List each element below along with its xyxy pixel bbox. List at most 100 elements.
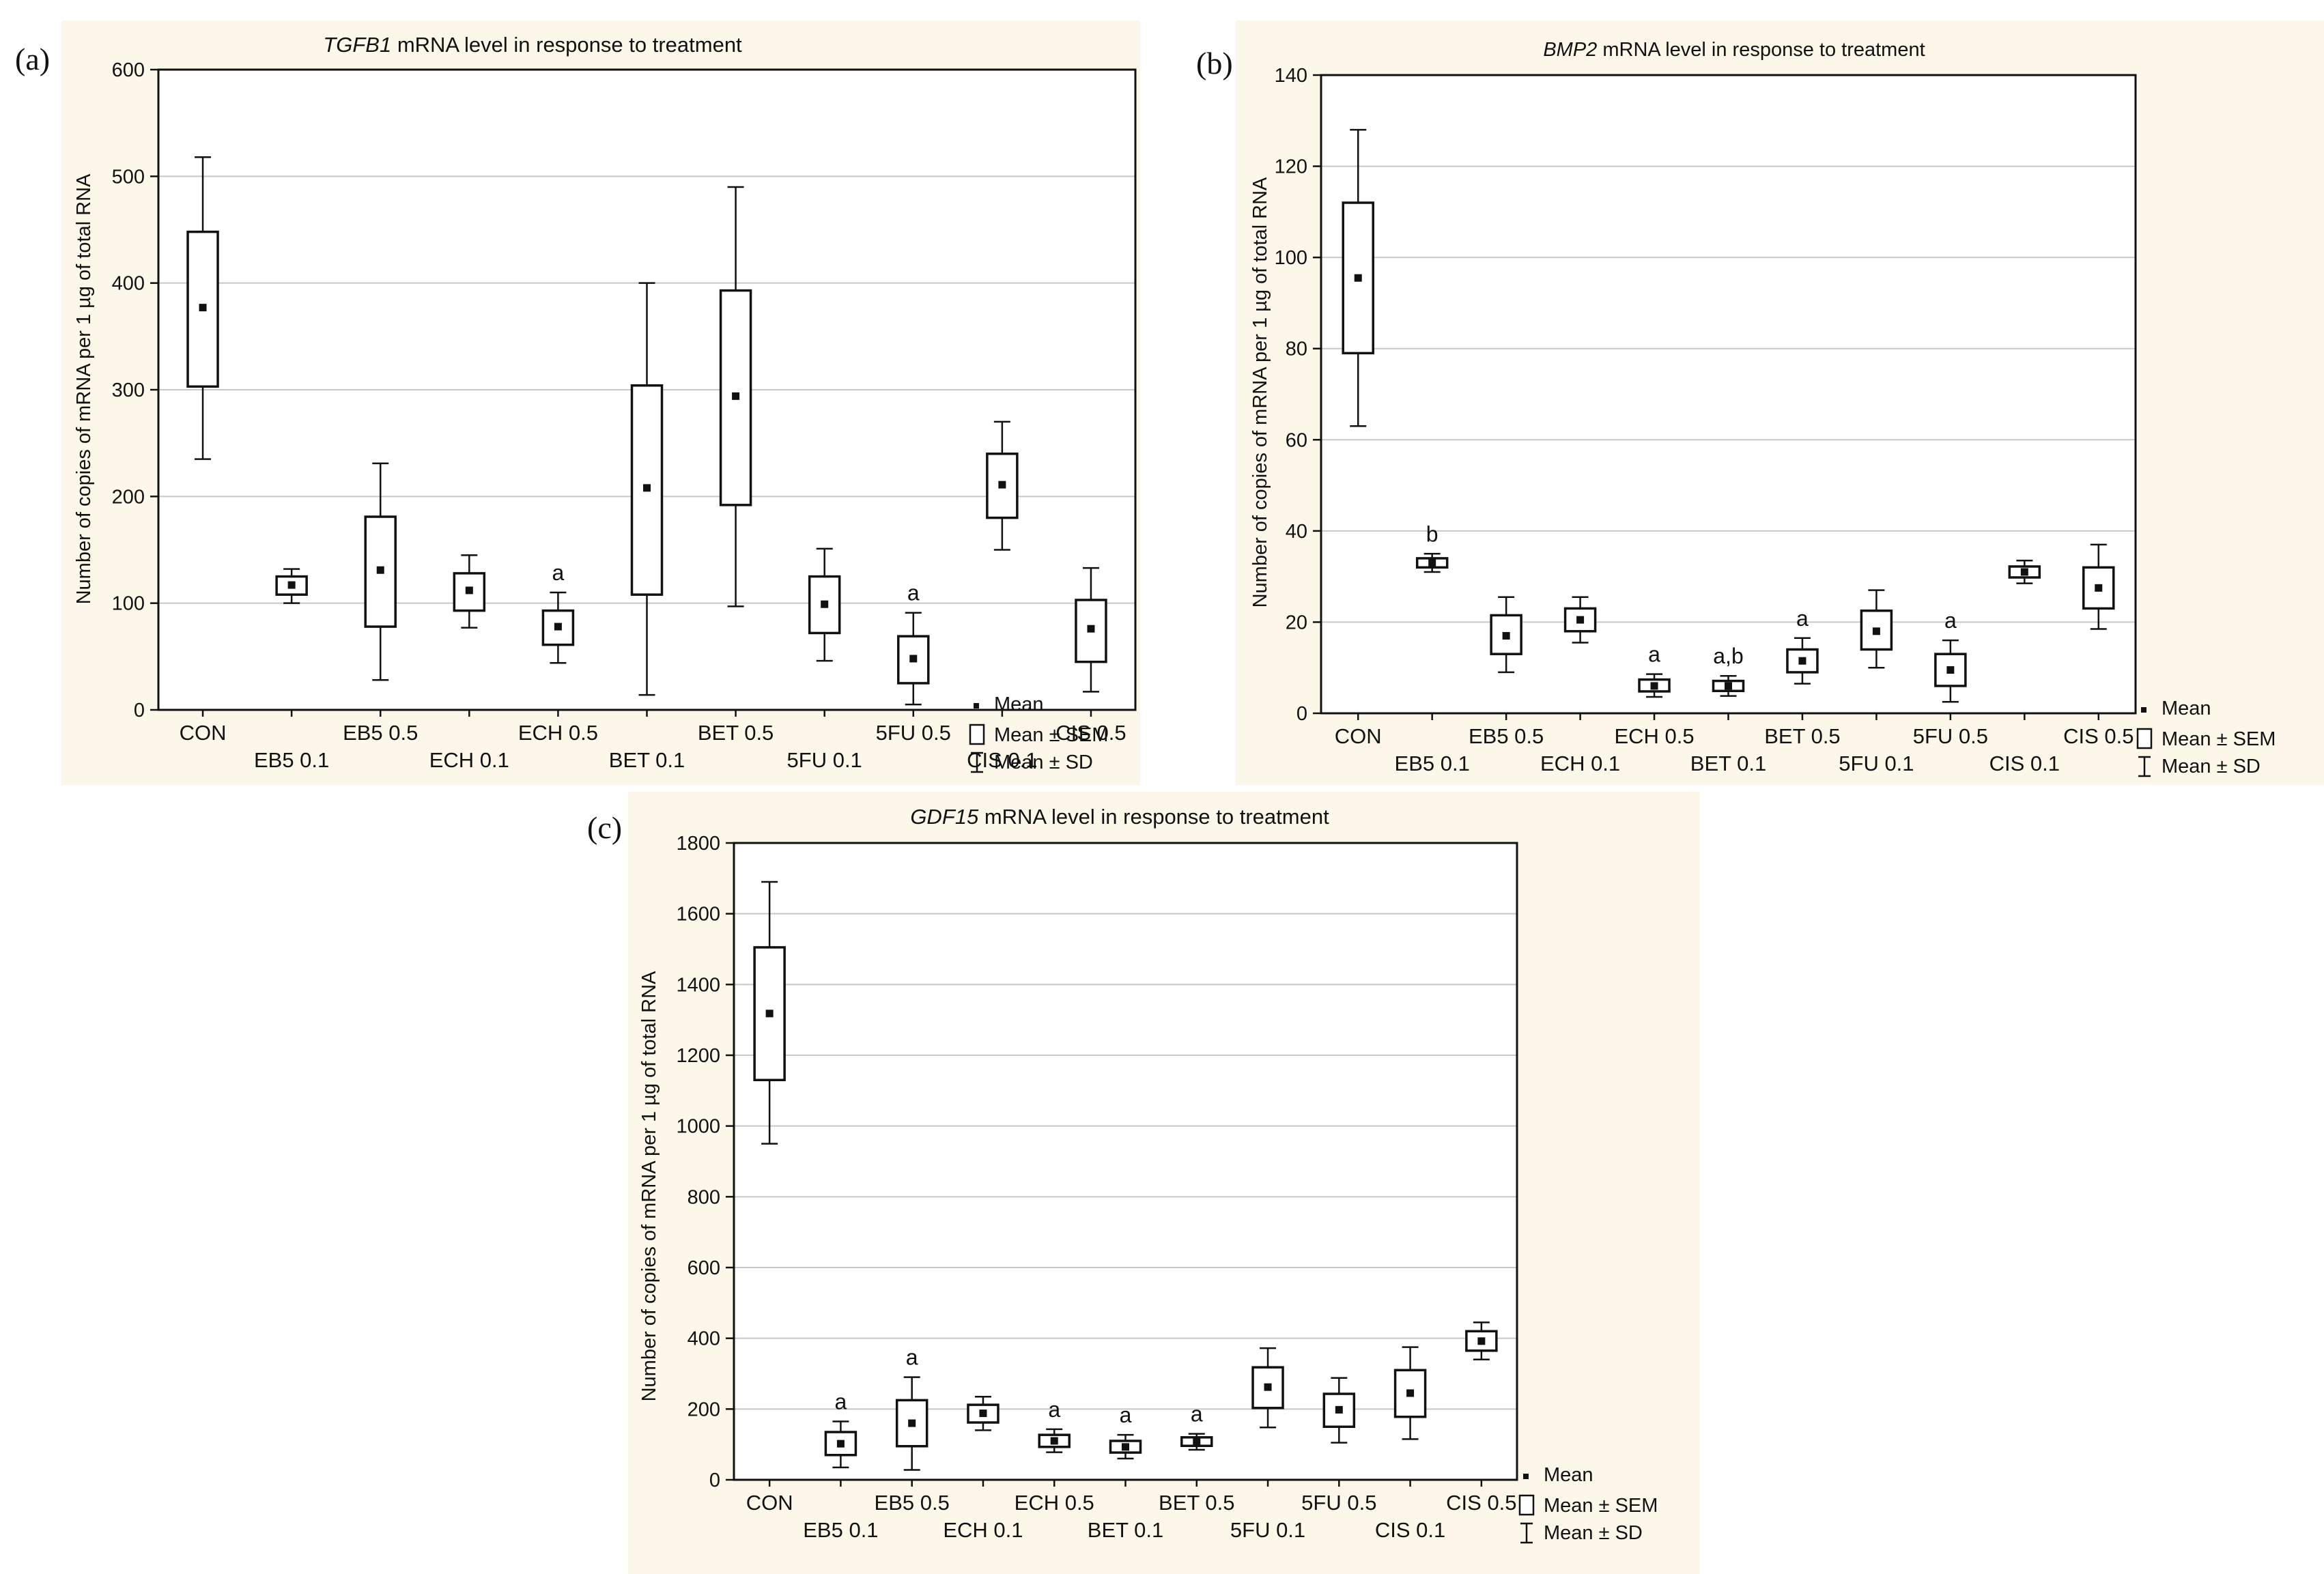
panel-b-y-tick-label: 100 (1275, 247, 1307, 269)
panel-a-mean-marker (554, 623, 562, 631)
panel-c-mean-marker (908, 1420, 916, 1427)
panel-b-significance-label: a (1944, 608, 1957, 633)
panel-a-mean-marker (998, 481, 1006, 489)
panel-c-y-tick-label: 200 (688, 1399, 720, 1420)
panel-a-label: (a) (15, 42, 50, 76)
panel-b-x-tick-label: CIS 0.5 (2063, 724, 2134, 748)
panel-b-x-tick-label: EB5 0.5 (1469, 724, 1544, 748)
panel-c-x-tick-label: 5FU 0.1 (1230, 1518, 1305, 1542)
panel-a-x-tick-label: BET 0.1 (609, 748, 685, 772)
panel-b-legend-mean-swatch (2141, 707, 2146, 713)
panel-b-x-tick-label: CON (1335, 724, 1382, 748)
panel-a-y-axis-label: Number of copies of mRNA per 1 µg of tot… (73, 173, 95, 604)
panel-b-x-tick-label: 5FU 0.5 (1913, 724, 1988, 748)
panel-b-x-tick-label: 5FU 0.1 (1839, 752, 1914, 775)
panel-a-x-tick-label: BET 0.5 (698, 721, 774, 745)
panel-b-y-tick-label: 80 (1286, 339, 1307, 360)
panel-c-label: (c) (587, 810, 622, 845)
panel-c-mean-marker (1406, 1390, 1414, 1397)
panel-c-x-tick-label: 5FU 0.5 (1301, 1491, 1376, 1515)
panel-b-x-tick-label: EB5 0.1 (1395, 752, 1470, 775)
panel-c-title-gene: GDF15 (910, 805, 979, 829)
panel-b-mean-marker (1946, 666, 1954, 674)
panel-a-mean-marker (732, 392, 739, 400)
panel-c-legend-mean-swatch (1523, 1474, 1529, 1479)
panel-c-x-tick-label: ECH 0.5 (1015, 1491, 1094, 1515)
panel-c-y-tick-label: 400 (688, 1328, 720, 1350)
panel-b-y-tick-label: 60 (1286, 429, 1307, 451)
panel-c-significance-label: a (1191, 1402, 1203, 1427)
panel-b-legend-sem-swatch (2138, 729, 2151, 748)
panel-b-y-tick-label: 20 (1286, 612, 1307, 633)
panel-b-significance-label: b (1426, 521, 1439, 546)
panel-c-mean-marker (1264, 1384, 1272, 1391)
panel-b-y-tick-label: 0 (1296, 703, 1307, 725)
panel-a-significance-label: a (552, 560, 565, 585)
panel-a-x-tick-label: EB5 0.1 (254, 748, 329, 772)
panel-b-mean-marker (1576, 616, 1584, 624)
panel-c: (c) GDF15 mRNA level in response to trea… (587, 792, 1700, 1574)
panel-a: (a) TGFB1 mRNA level in response to trea… (15, 20, 1140, 785)
panel-a-mean-marker (377, 567, 384, 574)
panel-b-plot-area (1321, 75, 2136, 713)
panel-b-mean-marker (1798, 657, 1806, 665)
panel-b-x-tick-label: BET 0.1 (1690, 752, 1766, 775)
panel-c-x-tick-label: EB5 0.1 (803, 1518, 878, 1542)
panel-a-x-tick-label: CON (180, 721, 227, 745)
panel-b-x-tick-label: ECH 0.1 (1540, 752, 1620, 775)
panel-c-mean-marker (1335, 1406, 1343, 1414)
panel-a-x-tick-label: EB5 0.5 (343, 721, 418, 745)
panel-c-mean-marker (837, 1440, 845, 1448)
panel-b-mean-marker (2095, 584, 2102, 592)
panel-b-significance-label: a (1796, 606, 1809, 631)
panel-b-y-tick-label: 40 (1286, 521, 1307, 543)
panel-c-title: GDF15 mRNA level in response to treatmen… (910, 805, 1329, 829)
panel-a-y-tick-label: 600 (112, 59, 145, 81)
panel-a-legend-mean-swatch (974, 703, 979, 709)
panel-c-mean-marker (766, 1010, 774, 1017)
panel-a-y-tick-label: 300 (112, 380, 145, 401)
panel-c-mean-marker (1477, 1337, 1485, 1345)
panel-b-y-tick-label: 140 (1275, 65, 1307, 87)
panel-b-mean-marker (1873, 627, 1880, 635)
panel-a-y-tick-label: 500 (112, 166, 145, 188)
panel-c-y-tick-label: 1400 (676, 974, 720, 996)
panel-b-mean-marker (1428, 559, 1436, 567)
panel-c-mean-marker (1051, 1437, 1058, 1444)
panel-a-legend-sd-label: Mean ± SD (994, 752, 1093, 773)
panel-a-y-tick-label: 400 (112, 273, 145, 295)
panel-b-legend-mean-label: Mean (2162, 698, 2211, 719)
panel-b-y-axis-label: Number of copies of mRNA per 1 µg of tot… (1249, 177, 1271, 607)
panel-a-title: TGFB1 mRNA level in response to treatmen… (323, 33, 742, 57)
panel-c-x-tick-label: BET 0.1 (1088, 1518, 1163, 1542)
panel-c-y-tick-label: 600 (688, 1257, 720, 1279)
panel-a-mean-marker (1087, 625, 1094, 633)
panel-c-y-tick-label: 0 (709, 1470, 720, 1491)
panel-c-x-tick-label: ECH 0.1 (943, 1518, 1023, 1542)
panel-c-significance-label: a (835, 1389, 847, 1414)
panel-c-legend-sem-label: Mean ± SEM (1544, 1495, 1658, 1517)
panel-b-x-tick-label: ECH 0.5 (1614, 724, 1694, 748)
panel-a-x-tick-label: 5FU 0.5 (876, 721, 951, 745)
panel-c-y-axis-label: Number of copies of mRNA per 1 µg of tot… (638, 971, 660, 1401)
panel-b-title-rest: mRNA level in response to treatment (1597, 39, 1925, 61)
panel-c-x-tick-label: BET 0.5 (1159, 1491, 1234, 1515)
panel-c-significance-label: a (1120, 1403, 1132, 1427)
panel-a-mean-marker (821, 601, 828, 608)
panel-c-y-tick-label: 1600 (676, 904, 720, 926)
panel-c-x-tick-label: CON (746, 1491, 793, 1515)
panel-b-mean-marker (2021, 568, 2028, 575)
panel-b-title: BMP2 mRNA level in response to treatment (1543, 39, 1925, 61)
panel-a-significance-label: a (907, 581, 920, 605)
panel-b-legend-sd-label: Mean ± SD (2162, 756, 2261, 777)
panel-a-legend-sem-swatch (970, 725, 984, 744)
panel-a-y-tick-label: 100 (112, 593, 145, 615)
figure-canvas: (a) TGFB1 mRNA level in response to trea… (0, 0, 2324, 1574)
panel-c-y-tick-label: 1000 (676, 1116, 720, 1138)
panel-b-mean-marker (1651, 682, 1658, 689)
panel-c-x-tick-label: CIS 0.5 (1446, 1491, 1516, 1515)
panel-a-x-tick-label: ECH 0.5 (518, 721, 598, 745)
panel-b-y-tick-label: 120 (1275, 156, 1307, 178)
panel-b-label: (b) (1196, 46, 1233, 81)
panel-c-mean-marker (979, 1410, 987, 1417)
